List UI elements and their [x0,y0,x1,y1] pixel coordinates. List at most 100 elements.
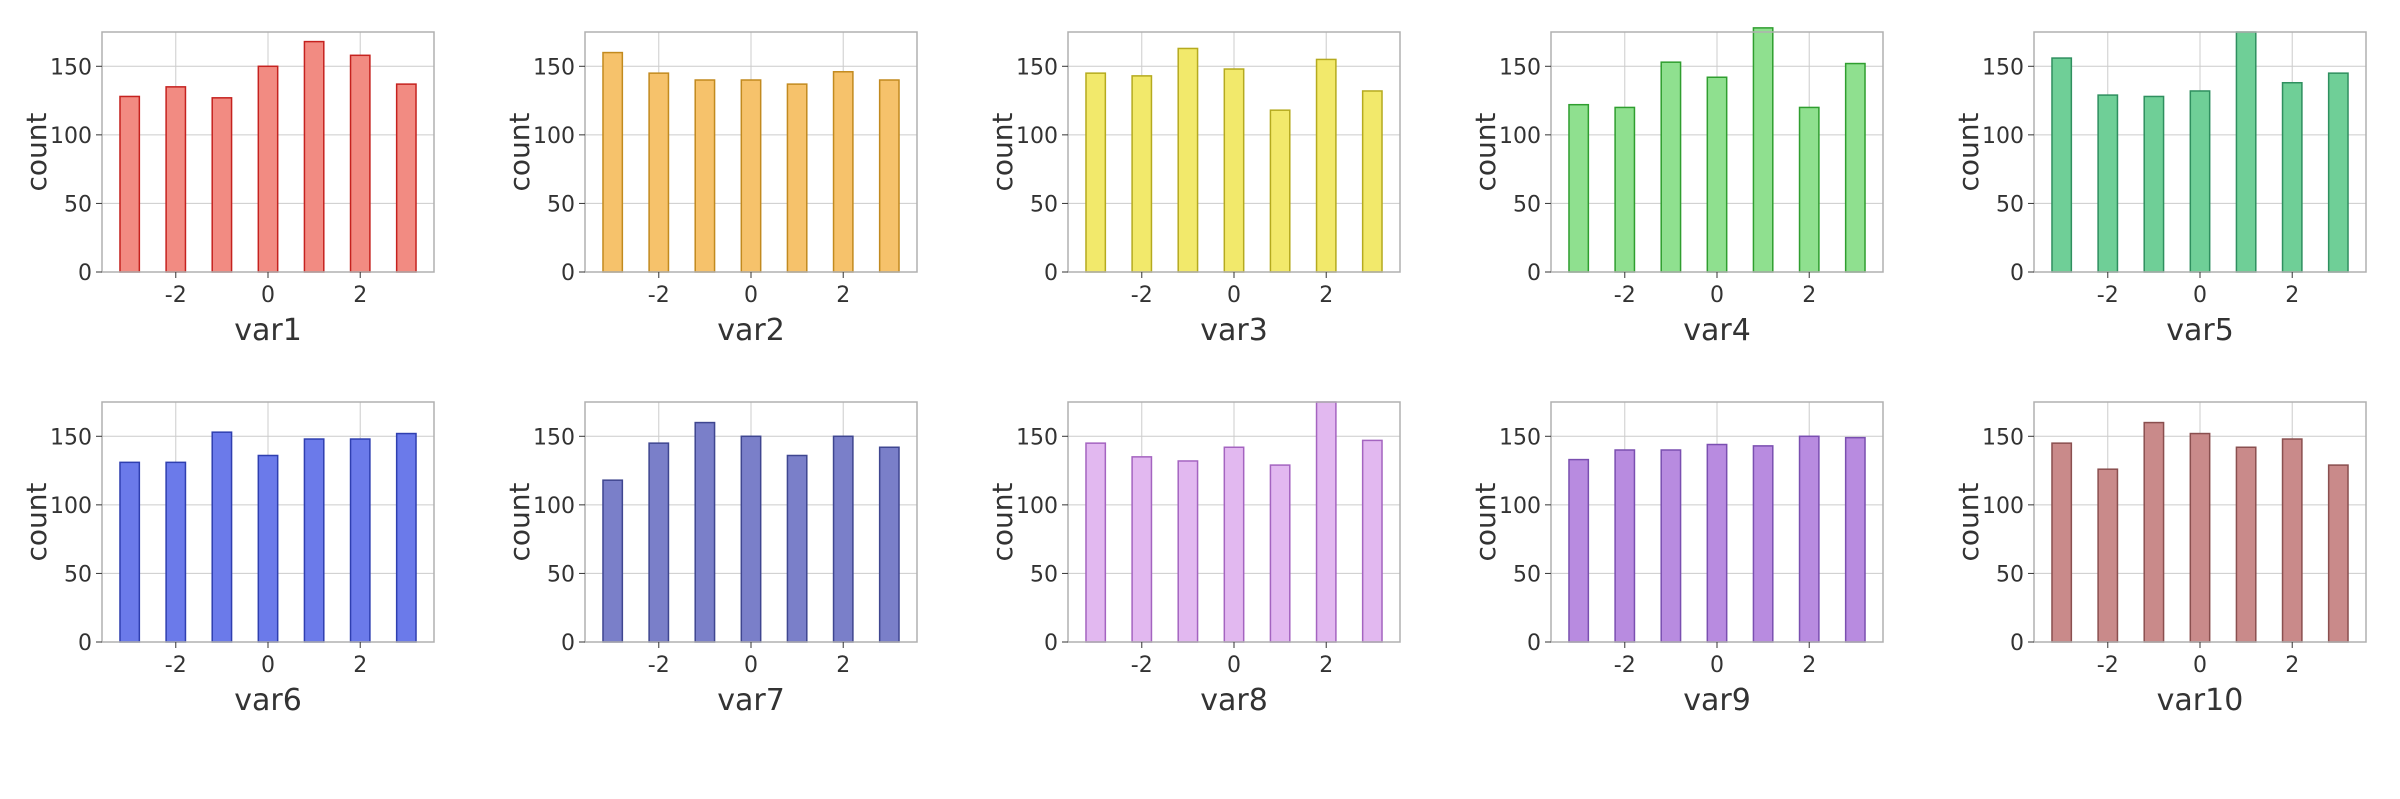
xtick-label: 2 [836,283,850,308]
bar [1086,73,1105,272]
ytick-label: 150 [50,55,92,80]
xtick-label: 0 [2193,653,2207,678]
xtick-label: 2 [353,283,367,308]
ytick-label: 150 [1499,55,1541,80]
y-axis-label: count [1956,482,1985,561]
bar [1846,438,1865,642]
ytick-label: 0 [1527,631,1541,656]
xtick-label: 2 [836,653,850,678]
x-axis-label: var2 [717,313,785,348]
x-axis-label: var10 [2157,683,2244,718]
ytick-label: 0 [2010,261,2024,286]
bar [1132,76,1151,272]
ytick-label: 50 [1030,562,1058,587]
ytick-label: 50 [64,192,92,217]
x-axis-label: var8 [1200,683,1268,718]
bar [1846,64,1865,272]
ytick-label: 150 [533,425,575,450]
panel-var6: 050100150-202countvar6 [20,390,447,730]
ytick-label: 100 [50,124,92,149]
ytick-label: 0 [2010,631,2024,656]
xtick-label: 0 [261,653,275,678]
chart-var6: 050100150-202countvar6 [24,390,444,730]
bar [879,447,898,642]
xtick-label: -2 [164,283,186,308]
xtick-label: 2 [1319,653,1333,678]
ytick-label: 100 [1499,494,1541,519]
panel-var3: 050100150-202countvar3 [986,20,1413,360]
bar [396,434,415,642]
ytick-label: 0 [561,631,575,656]
ytick-label: 0 [78,631,92,656]
bar [649,443,668,642]
bar [120,96,139,272]
bar [1615,107,1634,272]
bar [833,436,852,642]
bar [1754,446,1773,642]
xtick-label: 2 [1802,653,1816,678]
panel-var7: 050100150-202countvar7 [503,390,930,730]
x-axis-label: var3 [1200,313,1268,348]
bar [1086,443,1105,642]
ytick-label: 0 [1527,261,1541,286]
bar [787,84,806,272]
ytick-label: 100 [50,494,92,519]
xtick-label: 0 [1227,653,1241,678]
xtick-label: -2 [648,653,670,678]
y-axis-label: count [507,112,536,191]
y-axis-label: count [1473,112,1502,191]
bar [1178,48,1197,272]
ytick-label: 150 [50,425,92,450]
bar [396,84,415,272]
bar [1754,28,1773,272]
bar [1317,402,1336,642]
bar [2098,95,2117,272]
bar [1708,77,1727,272]
chart-var1: 050100150-202countvar1 [24,20,444,360]
bar [2329,73,2348,272]
xtick-label: -2 [1131,653,1153,678]
xtick-label: -2 [164,653,186,678]
bar [258,66,277,272]
bar [2191,434,2210,642]
xtick-label: 0 [1710,283,1724,308]
bar [2098,469,2117,642]
bar [304,42,323,272]
y-axis-label: count [990,112,1019,191]
bar [833,72,852,272]
x-axis-label: var5 [2167,313,2235,348]
ytick-label: 50 [1513,562,1541,587]
bar [1270,465,1289,642]
x-axis-label: var7 [717,683,785,718]
bar [1800,436,1819,642]
y-axis-label: count [1473,482,1502,561]
panel-var10: 050100150-202countvar10 [1953,390,2380,730]
bar [2283,83,2302,272]
ytick-label: 50 [64,562,92,587]
xtick-label: -2 [1614,653,1636,678]
bar [1178,461,1197,642]
bar [1661,62,1680,272]
bar [2191,91,2210,272]
bar [2052,58,2071,272]
xtick-label: 2 [2286,653,2300,678]
bar [166,462,185,642]
bar [258,455,277,642]
xtick-label: 2 [353,653,367,678]
ytick-label: 150 [1016,425,1058,450]
xtick-label: -2 [1614,283,1636,308]
ytick-label: 50 [1030,192,1058,217]
xtick-label: 0 [2193,283,2207,308]
bar [603,53,622,272]
chart-var8: 050100150-202countvar8 [990,390,1410,730]
ytick-label: 50 [1513,192,1541,217]
bar [2283,439,2302,642]
chart-var5: 050100150-202countvar5 [1956,20,2376,360]
x-axis-label: var1 [234,313,302,348]
bar [2237,447,2256,642]
chart-var7: 050100150-202countvar7 [507,390,927,730]
ytick-label: 100 [1499,124,1541,149]
chart-var2: 050100150-202countvar2 [507,20,927,360]
bar [649,73,668,272]
bar [1708,445,1727,642]
